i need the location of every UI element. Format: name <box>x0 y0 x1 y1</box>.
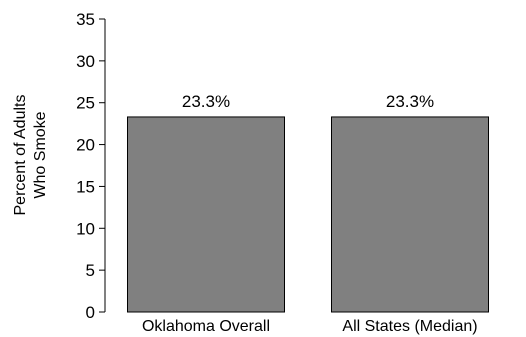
y-tick-label: 15 <box>76 177 95 196</box>
y-axis: 0 5 10 15 20 25 30 35 <box>76 10 106 322</box>
y-axis-title-line-1: Percent of Adults <box>12 95 29 216</box>
y-tick-label: 5 <box>86 261 95 280</box>
y-tick-label: 35 <box>76 10 95 29</box>
x-category-label: Oklahoma Overall <box>142 318 270 335</box>
y-tick-label: 30 <box>76 52 95 71</box>
y-tick-label: 10 <box>76 219 95 238</box>
x-category-label: All States (Median) <box>342 318 477 335</box>
data-label: 23.3% <box>182 92 230 111</box>
y-tick-label: 20 <box>76 136 95 155</box>
y-axis-title-line-2: Who Smoke <box>32 111 49 198</box>
y-tick-label: 0 <box>86 303 95 322</box>
y-tick-label: 25 <box>76 94 95 113</box>
data-label: 23.3% <box>386 92 434 111</box>
bar <box>127 116 285 313</box>
x-axis: Oklahoma Overall All States (Median) <box>142 318 478 335</box>
bar <box>331 116 489 313</box>
y-axis-title: Percent of Adults Who Smoke <box>12 95 49 216</box>
bars: 23.3% 23.3% <box>127 92 489 313</box>
